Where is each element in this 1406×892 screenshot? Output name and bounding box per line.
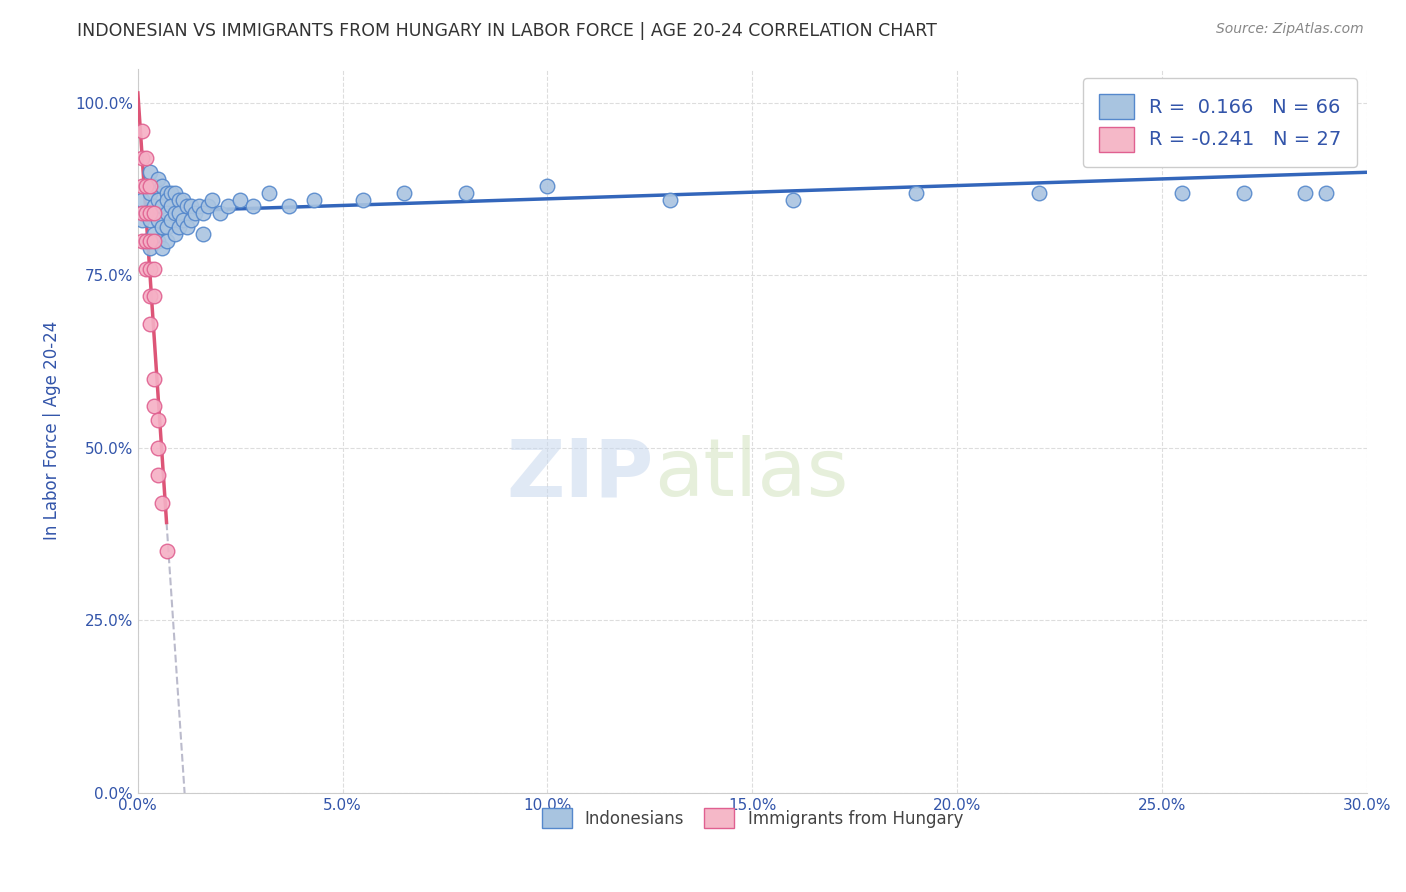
Point	[782, 193, 804, 207]
Point	[155, 206, 177, 220]
Text: ZIP: ZIP	[506, 435, 654, 513]
Point	[139, 186, 162, 200]
Point	[536, 178, 558, 193]
Point	[159, 213, 181, 227]
Point	[143, 206, 166, 220]
Point	[200, 193, 222, 207]
Point	[184, 206, 207, 220]
Point	[257, 186, 280, 200]
Point	[148, 441, 170, 455]
Point	[1028, 186, 1050, 200]
Point	[143, 227, 166, 241]
Point	[155, 220, 177, 235]
Point	[148, 413, 170, 427]
Point	[139, 165, 162, 179]
Point	[143, 199, 166, 213]
Point	[139, 289, 162, 303]
Point	[143, 400, 166, 414]
Point	[131, 206, 153, 220]
Point	[139, 261, 162, 276]
Point	[155, 234, 177, 248]
Point	[1233, 186, 1256, 200]
Point	[135, 234, 157, 248]
Point	[392, 186, 415, 200]
Point	[143, 261, 166, 276]
Point	[155, 193, 177, 207]
Point	[278, 199, 301, 213]
Text: INDONESIAN VS IMMIGRANTS FROM HUNGARY IN LABOR FORCE | AGE 20-24 CORRELATION CHA: INDONESIAN VS IMMIGRANTS FROM HUNGARY IN…	[77, 22, 938, 40]
Point	[152, 220, 174, 235]
Legend: Indonesians, Immigrants from Hungary: Indonesians, Immigrants from Hungary	[534, 801, 970, 835]
Point	[167, 220, 190, 235]
Point	[131, 123, 153, 137]
Point	[454, 186, 477, 200]
Point	[131, 151, 153, 165]
Point	[159, 199, 181, 213]
Point	[131, 178, 153, 193]
Point	[143, 372, 166, 386]
Y-axis label: In Labor Force | Age 20-24: In Labor Force | Age 20-24	[44, 321, 60, 541]
Point	[143, 178, 166, 193]
Point	[139, 234, 162, 248]
Point	[143, 234, 166, 248]
Point	[139, 241, 162, 255]
Point	[167, 206, 190, 220]
Point	[148, 193, 170, 207]
Point	[152, 178, 174, 193]
Point	[143, 289, 166, 303]
Point	[188, 199, 211, 213]
Point	[155, 544, 177, 558]
Point	[163, 186, 186, 200]
Point	[139, 213, 162, 227]
Point	[131, 234, 153, 248]
Point	[172, 213, 194, 227]
Text: atlas: atlas	[654, 435, 848, 513]
Point	[131, 193, 153, 207]
Point	[135, 261, 157, 276]
Point	[135, 206, 157, 220]
Point	[197, 199, 219, 213]
Point	[242, 199, 264, 213]
Point	[152, 199, 174, 213]
Point	[1171, 186, 1194, 200]
Point	[352, 193, 374, 207]
Point	[208, 206, 231, 220]
Point	[135, 206, 157, 220]
Point	[905, 186, 928, 200]
Point	[217, 199, 239, 213]
Point	[135, 178, 157, 193]
Point	[135, 234, 157, 248]
Point	[1294, 186, 1316, 200]
Point	[180, 199, 202, 213]
Point	[167, 193, 190, 207]
Point	[302, 193, 325, 207]
Point	[163, 206, 186, 220]
Point	[152, 241, 174, 255]
Point	[139, 317, 162, 331]
Point	[1315, 186, 1337, 200]
Text: Source: ZipAtlas.com: Source: ZipAtlas.com	[1216, 22, 1364, 37]
Point	[148, 172, 170, 186]
Point	[229, 193, 252, 207]
Point	[148, 468, 170, 483]
Point	[131, 213, 153, 227]
Point	[1336, 95, 1358, 110]
Point	[159, 186, 181, 200]
Point	[139, 178, 162, 193]
Point	[176, 220, 198, 235]
Point	[193, 227, 215, 241]
Point	[135, 178, 157, 193]
Point	[163, 227, 186, 241]
Point	[193, 206, 215, 220]
Point	[180, 213, 202, 227]
Point	[659, 193, 682, 207]
Point	[148, 213, 170, 227]
Point	[155, 186, 177, 200]
Point	[172, 193, 194, 207]
Point	[148, 234, 170, 248]
Point	[139, 206, 162, 220]
Point	[152, 496, 174, 510]
Point	[176, 199, 198, 213]
Point	[135, 151, 157, 165]
